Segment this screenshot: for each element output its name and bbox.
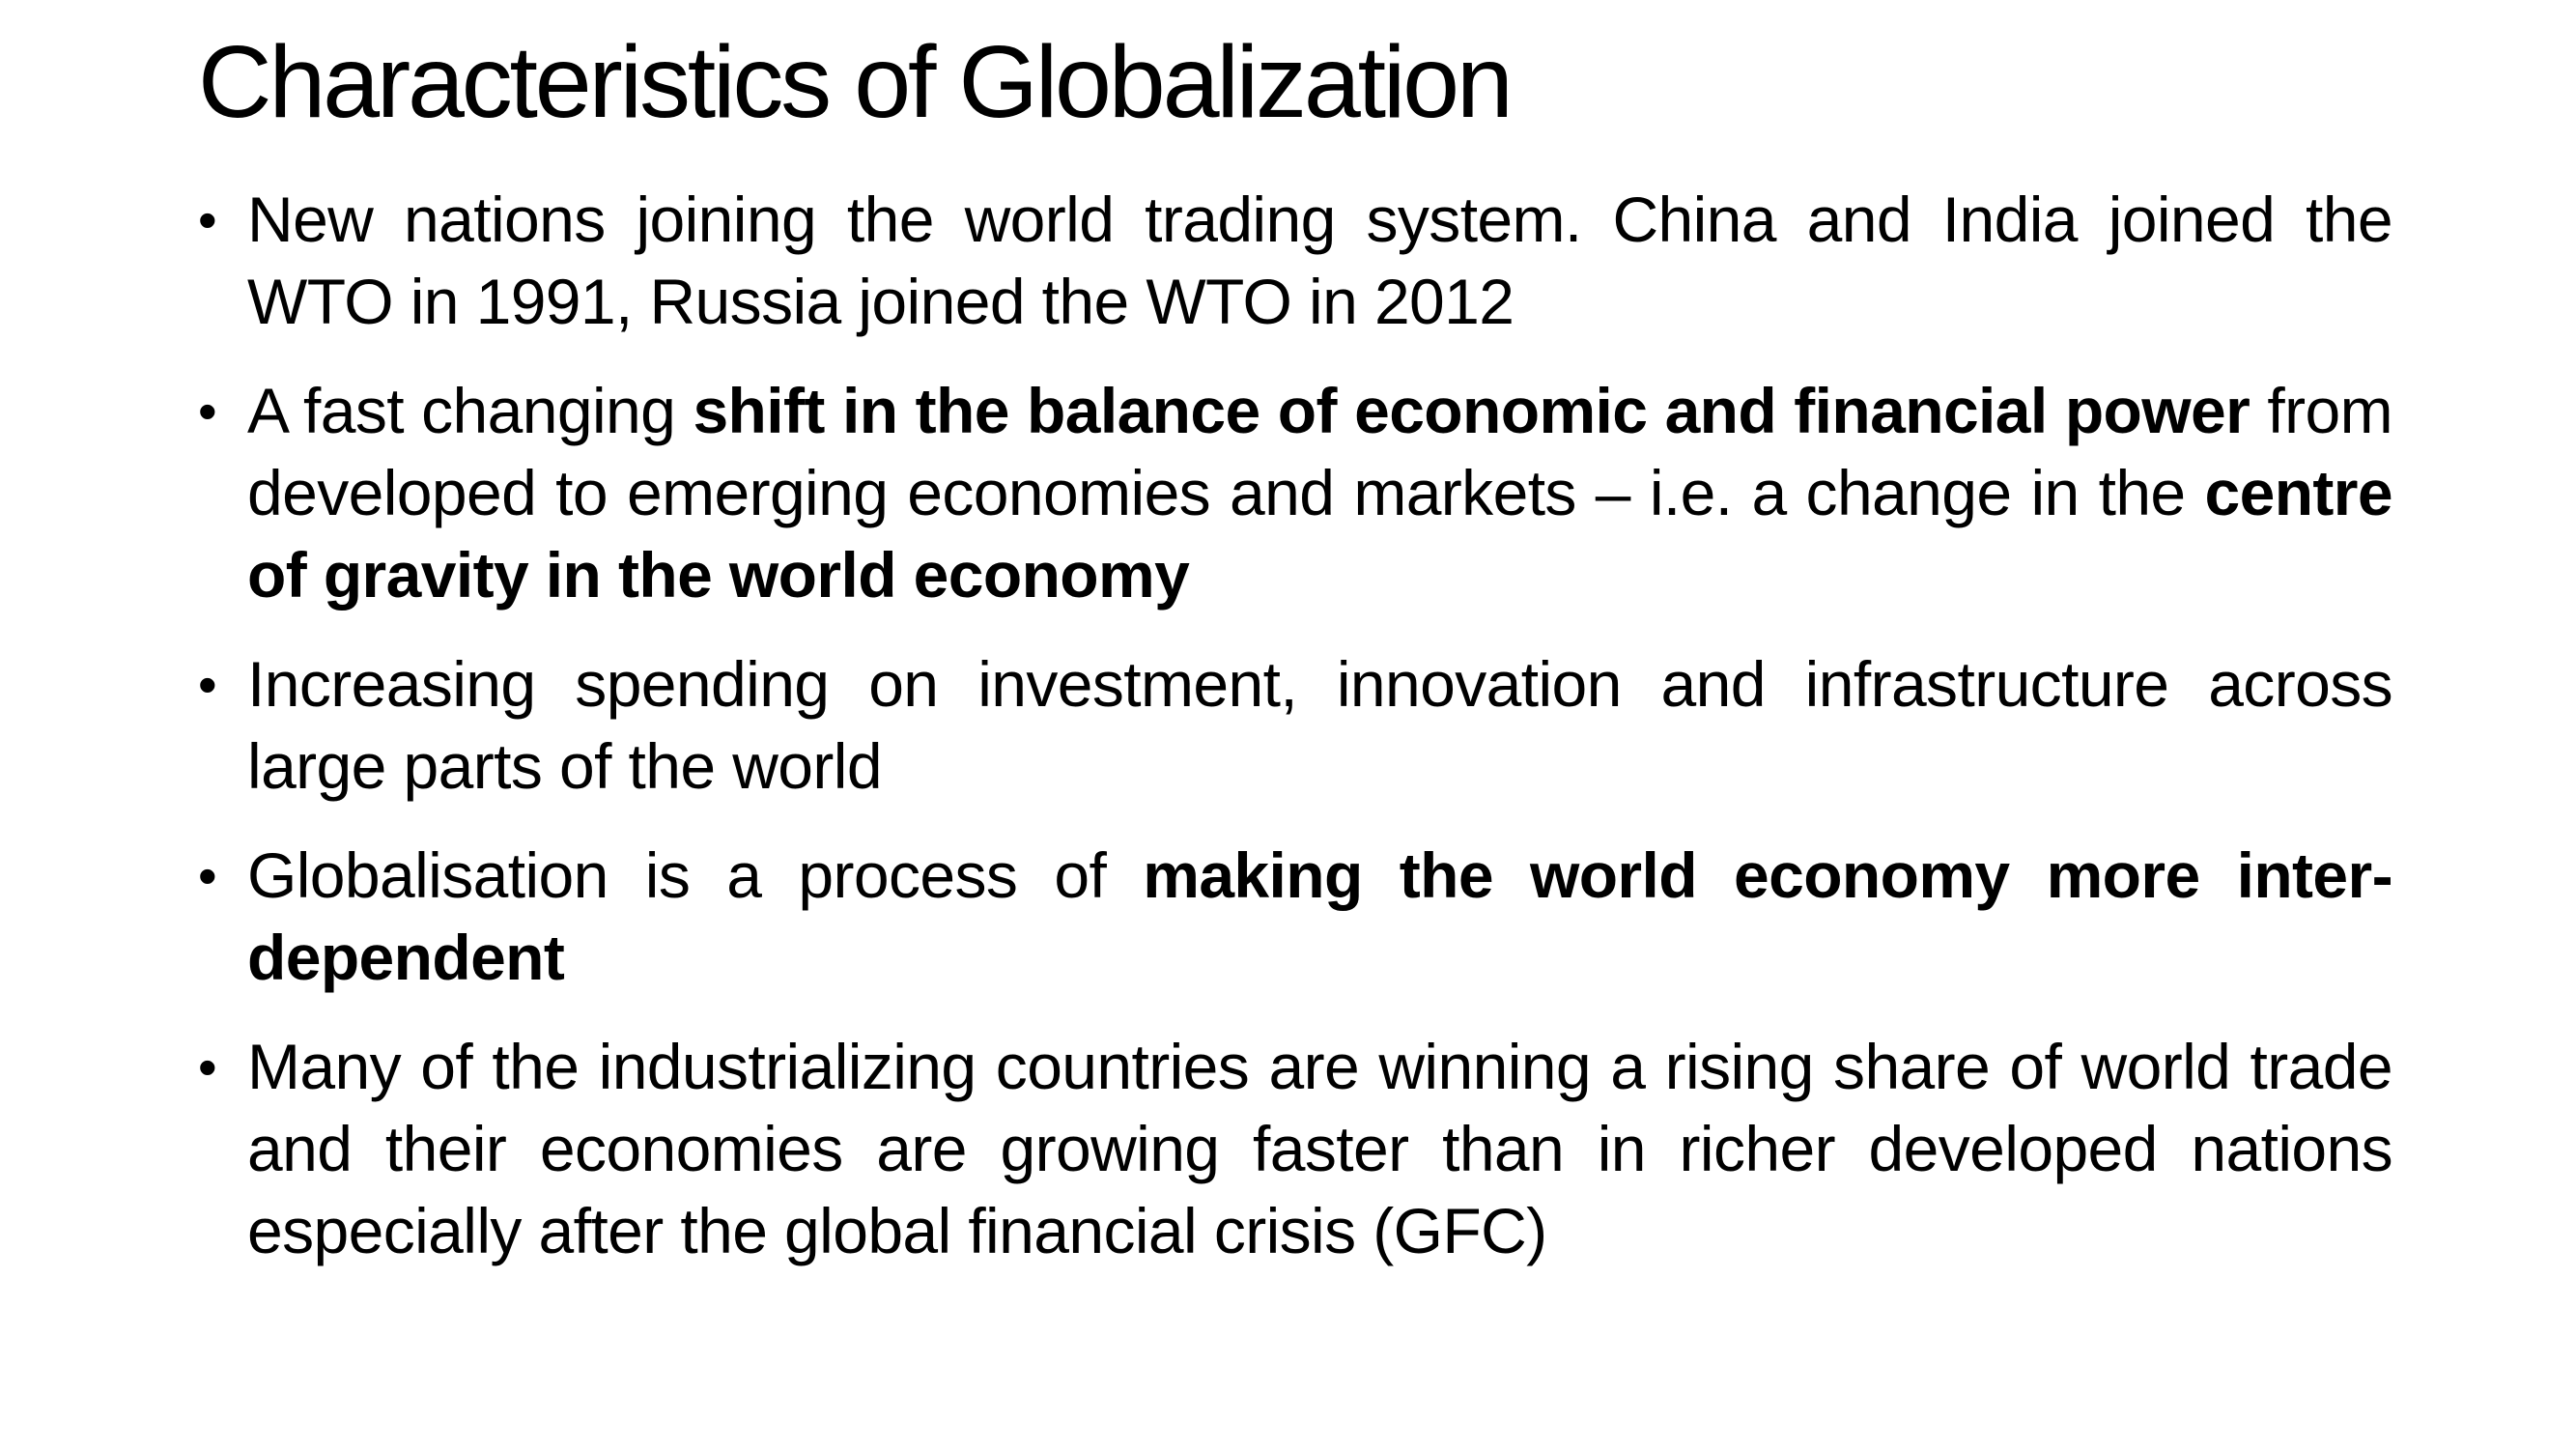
bullet-dot: • <box>198 189 217 250</box>
bullet-text-segment: New nations joining the world trading sy… <box>247 184 2393 337</box>
bullet-text-emphasis: making the world economy more inter-depe… <box>247 839 2393 993</box>
bullet-text-segment: Globalisation is a process of <box>247 839 1144 911</box>
bullet-dot: • <box>198 1037 217 1097</box>
bullet-item: • Globalisation is a process of making t… <box>198 835 2393 999</box>
bullet-item: • Increasing spending on investment, inn… <box>198 643 2393 808</box>
bullet-text-segment: Increasing spending on investment, innov… <box>247 648 2393 802</box>
bullet-text: Increasing spending on investment, innov… <box>247 648 2393 802</box>
bullet-text-emphasis: centre of gravity in the world economy <box>247 457 2393 611</box>
bullet-dot: • <box>198 381 217 441</box>
bullet-item: • Many of the industrializing countries … <box>198 1026 2393 1272</box>
bullet-text: Many of the industrializing countries ar… <box>247 1031 2393 1266</box>
bullet-text-emphasis: shift in the balance of economic and fin… <box>693 375 2250 446</box>
bullet-list: • New nations joining the world trading … <box>198 179 2393 1299</box>
bullet-text: New nations joining the world trading sy… <box>247 184 2393 337</box>
bullet-item: • A fast changing shift in the balance o… <box>198 370 2393 616</box>
bullet-text-segment: from developed to emerging economies and… <box>247 375 2393 528</box>
bullet-text-segment: A fast changing <box>247 375 694 446</box>
slide-title: Characteristics of Globalization <box>198 25 1514 139</box>
bullet-dot: • <box>198 845 217 906</box>
bullet-item: • New nations joining the world trading … <box>198 179 2393 343</box>
bullet-text-segment: Many of the industrializing countries ar… <box>247 1031 2393 1266</box>
bullet-text: A fast changing shift in the balance of … <box>247 375 2393 611</box>
bullet-dot: • <box>198 654 217 715</box>
bullet-text: Globalisation is a process of making the… <box>247 839 2393 993</box>
